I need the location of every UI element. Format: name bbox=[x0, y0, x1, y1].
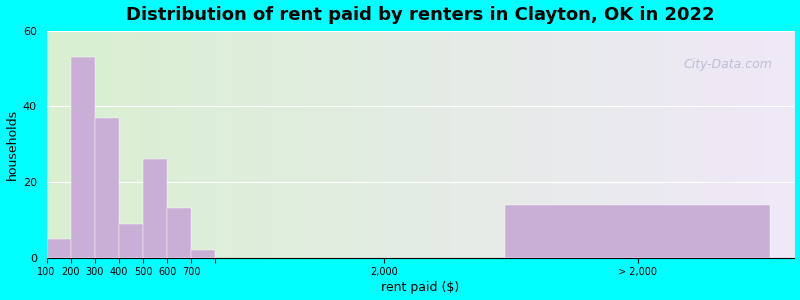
Text: City-Data.com: City-Data.com bbox=[683, 58, 772, 71]
X-axis label: rent paid ($): rent paid ($) bbox=[382, 281, 460, 294]
Y-axis label: households: households bbox=[6, 109, 18, 180]
Bar bbox=[167, 208, 191, 258]
Bar bbox=[70, 57, 95, 258]
Bar bbox=[505, 205, 770, 258]
Bar bbox=[46, 238, 70, 258]
Bar bbox=[95, 118, 119, 258]
Bar bbox=[143, 159, 167, 258]
Bar bbox=[191, 250, 215, 258]
Bar bbox=[119, 224, 143, 258]
Title: Distribution of rent paid by renters in Clayton, OK in 2022: Distribution of rent paid by renters in … bbox=[126, 6, 714, 24]
